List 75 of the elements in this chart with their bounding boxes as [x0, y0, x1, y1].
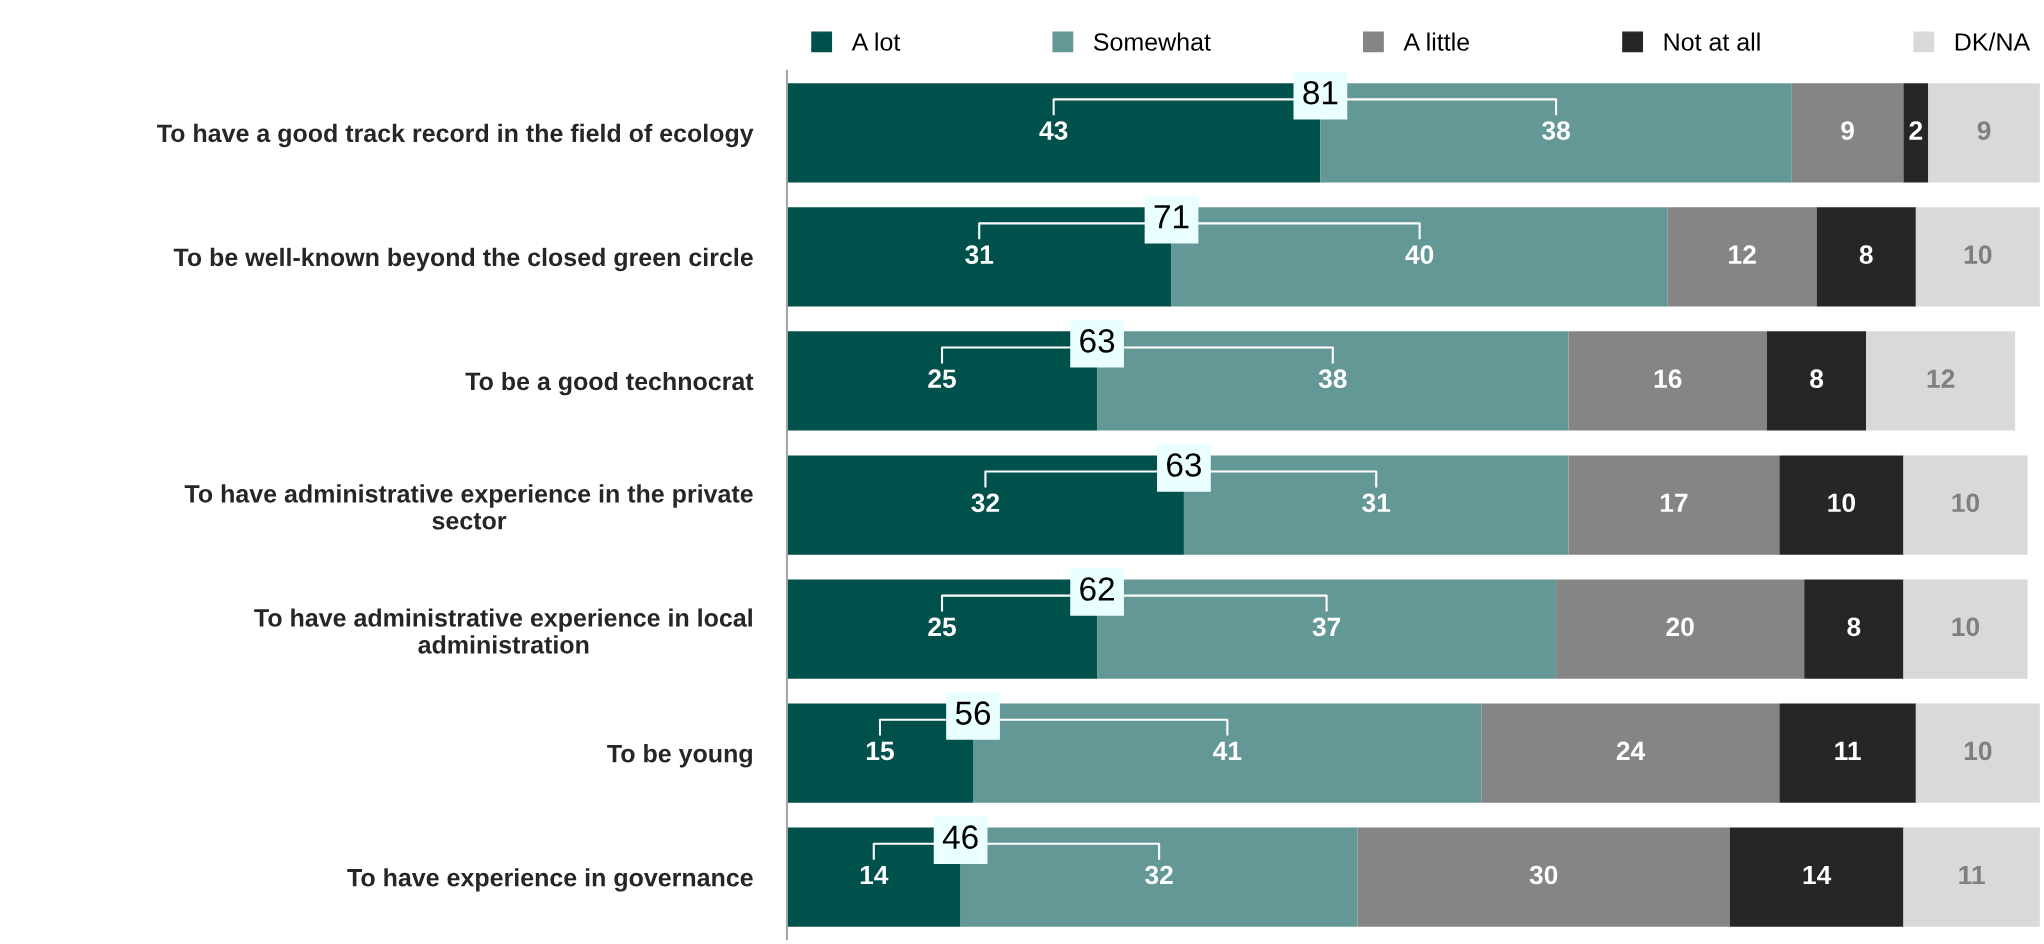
data-label: 31	[965, 245, 994, 265]
data-label: 38	[1542, 121, 1570, 140]
data-label: 12	[1729, 245, 1756, 264]
y-tick-label: To have administrative experience in local administration	[254, 608, 752, 654]
data-label: 10	[1952, 617, 1980, 637]
data-label: 37	[1312, 617, 1341, 637]
annotation: 63	[1167, 453, 1201, 477]
data-label: 32	[1145, 865, 1173, 885]
data-label: 11	[1959, 865, 1985, 885]
legend-label: Somewhat	[1093, 32, 1211, 51]
data-label: 8	[1847, 617, 1861, 637]
bar	[1816, 207, 1916, 307]
data-label: 11	[1835, 741, 1861, 760]
bar	[1791, 83, 1904, 183]
y-tick-label: To have a good track record in the field of ecology	[157, 123, 754, 148]
bar	[1779, 703, 1916, 803]
data-label: 43	[1039, 121, 1068, 140]
data-label: 32	[971, 493, 1000, 513]
annotation: 63	[1080, 329, 1115, 353]
data-label: 10	[1964, 245, 1992, 264]
y-tick-label: To be a good technocrat	[465, 371, 754, 396]
data-label: 17	[1660, 493, 1688, 512]
data-label: 14	[1803, 865, 1832, 885]
data-label: 25	[928, 369, 956, 389]
bar	[1804, 579, 1904, 679]
data-label: 25	[928, 617, 956, 637]
bar	[1556, 579, 1805, 679]
y-tick-label: To be young	[607, 744, 752, 768]
bar	[1766, 331, 1867, 431]
bar	[1903, 83, 1929, 183]
y-tick-label: To have administrative experience in the private sector	[184, 484, 753, 530]
annotation: 81	[1303, 80, 1338, 105]
legend-label: Not at all	[1664, 32, 1760, 51]
y-tick-label: To be well-known beyond the closed green circle	[173, 247, 753, 272]
y-tick-label: To have experience in governance	[347, 868, 753, 892]
data-label: 31	[1362, 493, 1391, 513]
data-label: 14	[860, 865, 889, 885]
data-label: 30	[1529, 865, 1558, 885]
bar	[1903, 455, 2028, 555]
data-label: 10	[1964, 741, 1992, 761]
data-label: 8	[1859, 245, 1873, 264]
annotation: 56	[955, 701, 991, 725]
data-label: 40	[1405, 245, 1434, 264]
data-label: 12	[1927, 369, 1955, 388]
data-label: 38	[1318, 369, 1347, 389]
bar	[1481, 703, 1780, 803]
annotation: 62	[1080, 577, 1114, 601]
data-label: 20	[1666, 617, 1694, 637]
legend-label: A little	[1403, 32, 1470, 51]
data-label: 2	[1909, 121, 1923, 140]
bar	[1915, 207, 2040, 307]
legend-label: DK/NA	[1955, 32, 2031, 51]
bar	[1928, 83, 2040, 183]
data-label: 10	[1952, 493, 1980, 513]
data-label: 16	[1654, 369, 1682, 389]
data-label: 15	[866, 741, 894, 761]
data-label: 9	[1977, 121, 1991, 140]
bar	[1779, 455, 1904, 555]
annotation: 46	[942, 825, 978, 849]
data-label: 8	[1810, 369, 1824, 389]
data-label: 24	[1616, 741, 1646, 760]
bar	[1903, 827, 2040, 927]
bar	[1903, 579, 2028, 679]
bar	[1357, 827, 1730, 927]
bar	[1667, 207, 1817, 307]
annotation: 71	[1154, 205, 1189, 229]
bar	[1866, 331, 2016, 431]
data-label: 41	[1213, 741, 1242, 760]
bar	[1568, 331, 1767, 431]
legend-label: A lot	[851, 32, 901, 51]
data-label: 10	[1828, 493, 1856, 513]
bar	[1915, 703, 2040, 803]
data-label: 9	[1841, 121, 1854, 140]
bar	[1729, 827, 1904, 927]
bar	[1568, 455, 1780, 555]
